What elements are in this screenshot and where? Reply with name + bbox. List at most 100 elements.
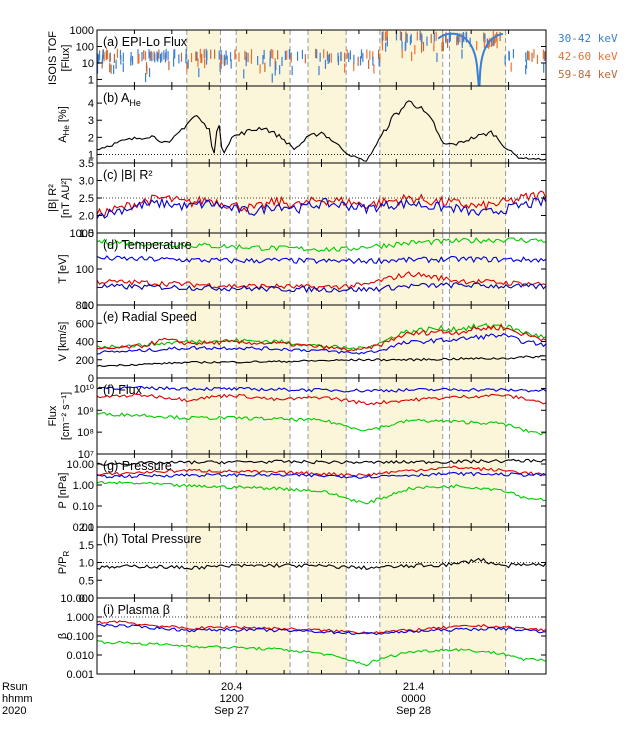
x-tick-label: Sep 28 — [396, 705, 431, 717]
series-line — [97, 557, 546, 571]
shaded-interval — [186, 163, 221, 233]
shaded-interval — [379, 378, 443, 454]
shaded-interval — [186, 598, 221, 674]
series-line — [97, 332, 546, 355]
y-tick-label: 100 — [76, 264, 94, 276]
y-axis-label-subscript: R — [62, 551, 71, 557]
shaded-interval — [449, 233, 506, 305]
y-tick-label: 1 — [88, 149, 94, 161]
panel-title-text: (i) Plasma β — [103, 603, 170, 617]
y-tick-label: 3.5 — [79, 158, 94, 170]
panel-title: (e) Radial Speed — [103, 310, 197, 324]
y-tick-label: 400 — [76, 337, 94, 349]
series-line — [97, 620, 546, 635]
shaded-interval — [308, 527, 347, 598]
y-tick-label: 10.00 — [66, 459, 94, 471]
series-line — [97, 458, 546, 466]
y-tick-label: 0.01 — [73, 522, 94, 534]
panel-title: (a) EPI-Lo Flux — [103, 35, 188, 49]
y-tick-label: 4 — [88, 98, 94, 110]
y-tick-label: 10⁹ — [77, 405, 94, 417]
shaded-interval — [449, 378, 506, 454]
series-group — [97, 190, 546, 219]
y-tick-label: 10.000 — [60, 593, 94, 605]
panel-title: (g) Pressure — [103, 459, 172, 473]
shaded-interval — [186, 86, 221, 163]
series-group — [97, 458, 546, 505]
panel-title-text: (e) Radial Speed — [103, 310, 197, 324]
flux-peak-band — [437, 32, 504, 86]
shaded-interval — [308, 305, 347, 378]
x-tick-label: 0000 — [401, 693, 425, 705]
y-axis-label: [Flux] — [60, 45, 72, 72]
y-tick-label: 1.00 — [73, 480, 94, 492]
y-axis-label: Flux — [47, 405, 59, 426]
shaded-interval — [308, 233, 347, 305]
y-tick-label: 10 — [82, 300, 94, 312]
y-tick-label: 2.0 — [79, 522, 94, 534]
y-tick-label: 100 — [76, 41, 94, 53]
series-group — [97, 557, 546, 571]
shaded-interval — [379, 598, 443, 674]
shaded-interval — [379, 454, 443, 527]
shaded-interval — [236, 86, 291, 163]
y-axis-label: P/PR — [57, 551, 71, 575]
x-axis-left-label: 2020 — [2, 705, 26, 717]
shaded-interval — [236, 598, 291, 674]
y-tick-label: 1.5 — [79, 228, 94, 240]
panel-title-text: (h) Total Pressure — [103, 532, 201, 546]
series-line — [97, 640, 546, 667]
panel-g: 10.00 1.00 0.10 0.01 (g) Pressure P [nPa] — [57, 453, 547, 534]
panel-title: (i) Plasma β — [103, 603, 170, 617]
y-tick-label: 1000 — [70, 25, 94, 37]
panel-title: (f) Flux — [103, 383, 143, 397]
series-group — [97, 620, 546, 667]
y-tick-label: 1.0 — [79, 558, 94, 570]
y-tick-label: 10¹⁰ — [74, 383, 95, 395]
y-tick-label: 0.0 — [79, 593, 94, 605]
x-tick-label: Sep 27 — [214, 705, 249, 717]
shaded-interval — [308, 598, 347, 674]
y-axis-label: AHe [%] — [57, 106, 71, 143]
y-tick-label: 2 — [88, 132, 94, 144]
shaded-interval — [236, 527, 291, 598]
y-tick-label: 1 — [88, 74, 94, 86]
panel-title: (c) |B| R² — [103, 168, 153, 182]
y-axis-label: [cm⁻² s⁻¹] — [60, 392, 72, 440]
y-tick-label: 0.10 — [73, 501, 94, 513]
y-tick-label: 1.5 — [79, 540, 94, 552]
y-axis-label: ISOIS TOF — [47, 31, 59, 85]
y-axis-label-main: P/P — [57, 557, 69, 575]
panel-title-text: (c) |B| R² — [103, 168, 153, 182]
shaded-interval — [449, 598, 506, 674]
y-tick-label: 0.100 — [66, 631, 94, 643]
x-tick-label: 21.4 — [403, 681, 424, 693]
y-tick-label: 2.0 — [79, 211, 94, 223]
panel-title-text: (d) Temperature — [103, 238, 192, 252]
panel-e: 800 600 400 200 0 (e) Radial Speed V [km/s] — [57, 300, 547, 385]
series-line — [97, 480, 546, 505]
panel-title: (b) AHe — [103, 91, 141, 108]
series-line — [97, 237, 546, 253]
shaded-interval — [379, 305, 443, 378]
panel-f: 10¹⁰ 10⁹ 10⁸ 10⁷ (f) Flux Flux [cm⁻² s⁻¹] — [47, 377, 547, 461]
y-axis-label-main: A — [57, 135, 69, 143]
x-axis-left-label: Rsun — [2, 681, 28, 693]
series-line — [97, 385, 546, 393]
shaded-interval — [379, 233, 443, 305]
series-line — [97, 271, 546, 292]
shaded-interval — [379, 86, 443, 163]
y-tick-label: 0.5 — [79, 575, 94, 587]
x-tick-label: 1200 — [219, 693, 243, 705]
panel-i: 10.000 1.000 0.100 0.010 0.001 (i) Plasma β β — [57, 593, 547, 681]
y-axis-label: [nT AU²] — [60, 178, 72, 218]
series-line — [97, 355, 546, 367]
series-group — [97, 322, 546, 367]
y-tick-label: 3 — [88, 115, 94, 127]
x-tick-label: 20.4 — [221, 681, 242, 693]
shaded-interval — [186, 454, 221, 527]
series-line — [97, 412, 546, 436]
panel-title-subscript: He — [129, 98, 141, 108]
panel-title-text: (a) EPI-Lo Flux — [103, 35, 188, 49]
